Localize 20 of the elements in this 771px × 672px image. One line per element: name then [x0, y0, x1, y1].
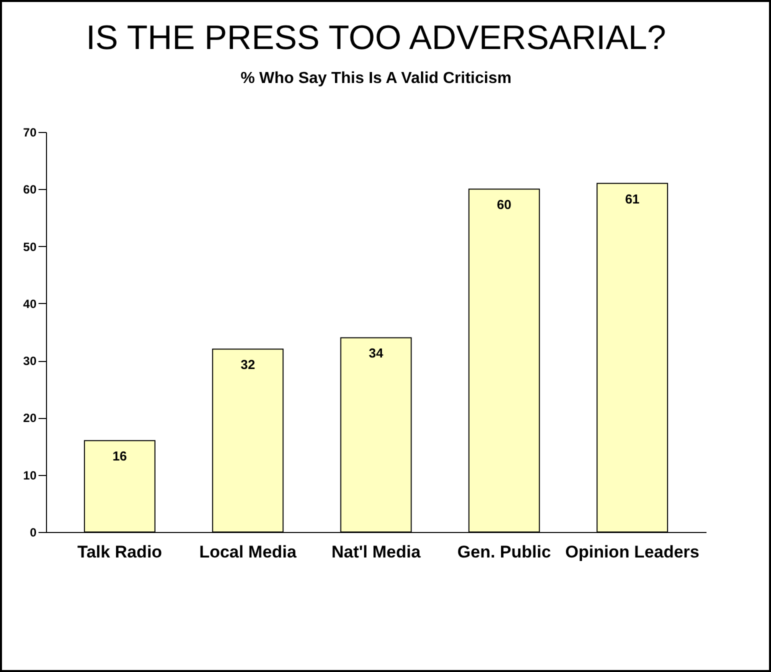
x-tick-label: Opinion Leaders [565, 542, 700, 562]
data-label: 34 [368, 346, 384, 361]
data-label: 61 [625, 191, 640, 206]
chart-title: IS THE PRESS TOO ADVERSARIAL? [86, 19, 666, 57]
x-tick-label: Local Media [199, 542, 298, 562]
y-tick-label: 30 [23, 354, 37, 368]
data-label: 60 [496, 197, 512, 212]
y-tick-label: 70 [23, 126, 37, 140]
y-tick-label: 60 [23, 182, 37, 197]
x-tick-label: Talk Radio [77, 542, 162, 562]
x-tick-label: Nat'l Media [331, 542, 422, 562]
y-tick-label: 40 [23, 296, 37, 311]
y-tick-label: 20 [23, 411, 37, 426]
data-label: 16 [112, 448, 127, 464]
chart-subtitle: % Who Say This Is A Valid Criticism [240, 70, 512, 87]
data-label: 32 [240, 357, 256, 372]
y-tick-label: 50 [23, 240, 37, 254]
x-tick-label: Gen. Public [457, 542, 551, 562]
y-tick-label: 0 [30, 526, 37, 540]
y-tick-label: 10 [23, 468, 37, 482]
